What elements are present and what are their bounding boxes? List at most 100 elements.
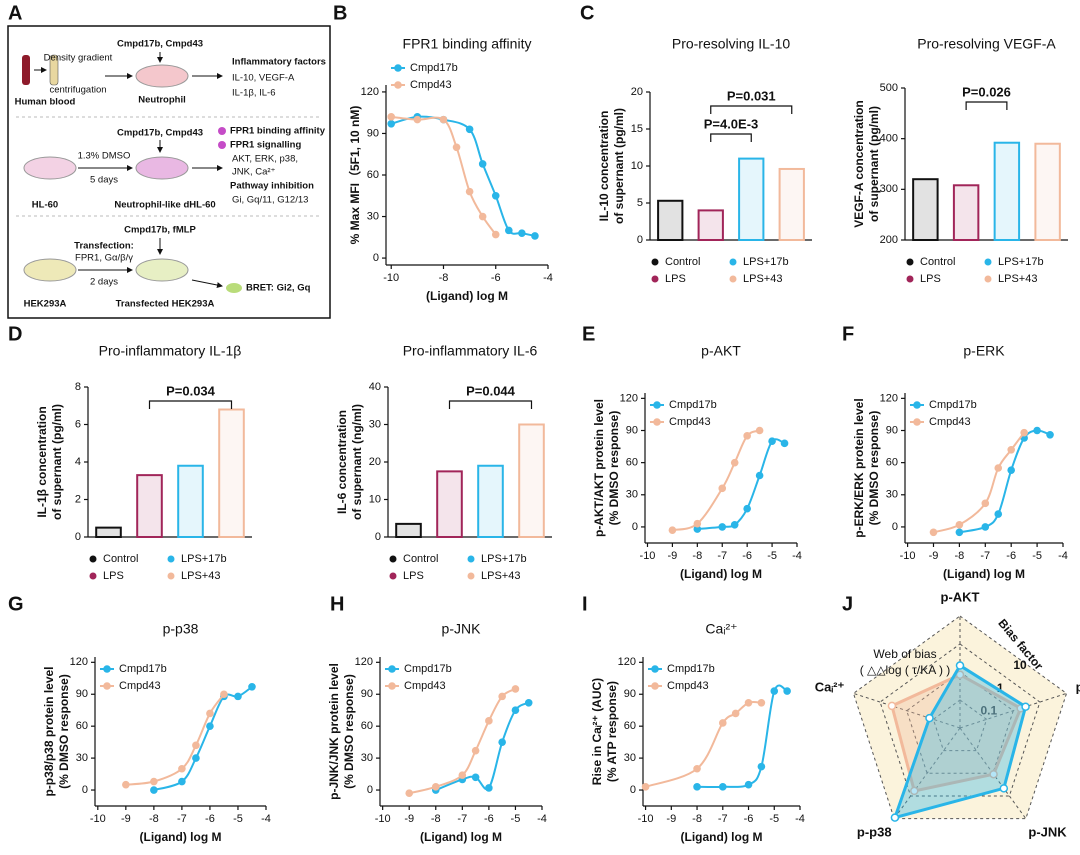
x-tick-label: -6 xyxy=(1006,550,1016,562)
legend-marker xyxy=(388,682,396,690)
y-tick-label: 6 xyxy=(75,418,81,430)
x-tick-label: -10 xyxy=(90,813,106,825)
legend-label: LPS xyxy=(403,570,424,582)
data-point xyxy=(757,698,766,707)
radar-point xyxy=(910,786,919,796)
y-tick-label: 60 xyxy=(367,169,379,181)
x-tick-label: -4 xyxy=(1058,550,1068,562)
label: JNK, Ca²⁺ xyxy=(232,167,276,178)
data-point xyxy=(1020,428,1028,437)
y-axis-label: of supernant (pg/ml) xyxy=(50,404,64,520)
y-tick-label: 0 xyxy=(637,234,643,246)
label: Pathway inhibition xyxy=(230,181,314,192)
chart-title: Caᵢ²⁺ xyxy=(705,621,737,637)
legend-label: Cmpd17b xyxy=(404,663,452,675)
legend-marker xyxy=(651,275,659,283)
y-tick-label: 30 xyxy=(626,489,638,501)
x-tick-label: -5 xyxy=(767,550,777,562)
panel-letter: I xyxy=(582,593,588,615)
legend-marker xyxy=(651,682,659,690)
label: Gi, Gq/11, G12/13 xyxy=(232,195,308,206)
x-tick-label: -4 xyxy=(792,550,802,562)
data-point xyxy=(994,510,1003,518)
x-tick-label: -10 xyxy=(375,813,391,825)
radar-title: ( △△log ( τ/KA ) ) xyxy=(860,663,951,677)
data-point xyxy=(755,471,764,480)
x-tick-label: -8 xyxy=(692,813,702,825)
y-axis-label: IL-10 concentration xyxy=(597,111,611,222)
fit-curve xyxy=(435,701,530,791)
radar-ring xyxy=(879,643,1041,797)
legend-marker xyxy=(388,665,396,673)
legend-marker xyxy=(103,665,111,673)
data-point xyxy=(693,519,702,528)
radar-axis-label: p-ERK xyxy=(1076,679,1080,694)
legend-marker xyxy=(394,64,402,72)
y-tick-label: 0 xyxy=(82,784,88,796)
x-tick-label: -6 xyxy=(742,550,752,562)
y-tick-label: 0 xyxy=(375,531,381,543)
y-tick-label: 60 xyxy=(76,720,88,732)
y-tick-label: 0 xyxy=(367,784,373,796)
data-point xyxy=(743,432,751,440)
bar xyxy=(778,167,805,242)
data-point xyxy=(471,746,480,755)
bar xyxy=(477,464,504,538)
y-tick-label: 0 xyxy=(373,252,379,264)
legend-marker xyxy=(467,555,475,563)
y-tick-label: 0 xyxy=(75,531,81,543)
label: HL-60 xyxy=(32,200,58,211)
x-tick-label: -6 xyxy=(744,813,754,825)
legend-marker xyxy=(89,572,97,580)
x-tick-label: -4 xyxy=(795,813,805,825)
x-tick-label: -8 xyxy=(955,550,965,562)
legend-label: Cmpd17b xyxy=(410,62,458,74)
data-point xyxy=(718,523,727,531)
data-point xyxy=(505,226,513,235)
y-axis-label: % Max MFI（5F1, 10 nM) xyxy=(347,106,362,245)
radar-title: Web of bias xyxy=(873,647,936,661)
data-point xyxy=(524,698,533,707)
x-axis-label: (Ligand) log M xyxy=(680,567,762,581)
radar-axis-label: Caᵢ²⁺ xyxy=(815,679,845,694)
radar-point xyxy=(925,713,934,723)
legend-label: Cmpd43 xyxy=(119,680,161,692)
label: Human blood xyxy=(15,97,76,108)
fit-curve xyxy=(125,693,225,786)
y-tick-label: 300 xyxy=(880,183,898,195)
panel-frame xyxy=(7,25,331,319)
y-tick-label: 40 xyxy=(369,381,381,393)
x-tick-label: -4 xyxy=(543,272,553,284)
radar-series xyxy=(890,673,1023,793)
y-axis-label: IL-1β concentration xyxy=(35,406,49,517)
y-tick-label: 90 xyxy=(76,688,88,700)
label: 1.3% DMSO xyxy=(78,151,131,162)
data-point xyxy=(955,520,964,529)
data-point xyxy=(981,523,990,531)
y-tick-label: 500 xyxy=(880,82,898,94)
legend-label: Cmpd43 xyxy=(667,680,709,692)
radar-point xyxy=(887,701,897,711)
bar xyxy=(518,423,545,538)
chart-title: Pro-resolving VEGF-A xyxy=(917,36,1056,52)
blood-tube xyxy=(22,55,30,85)
x-tick-label: -5 xyxy=(511,813,521,825)
bar xyxy=(177,464,204,538)
panel-letter: H xyxy=(330,593,344,615)
data-point xyxy=(511,685,520,693)
radar-point xyxy=(989,769,998,779)
chart-title: Pro-inflammatory IL-1β xyxy=(99,343,242,359)
panel-letter: B xyxy=(333,2,347,24)
data-point xyxy=(768,437,776,446)
fit-curve xyxy=(697,684,788,788)
legend-label: LPS xyxy=(103,570,124,582)
x-axis-label: (Ligand) log M xyxy=(140,830,222,844)
data-point xyxy=(718,783,727,791)
x-tick-label: -9 xyxy=(121,813,131,825)
label: 5 days xyxy=(90,175,118,186)
legend-label: Cmpd43 xyxy=(929,416,971,428)
data-point xyxy=(405,789,414,798)
label: 2 days xyxy=(90,277,118,288)
fit-curve xyxy=(672,429,761,532)
